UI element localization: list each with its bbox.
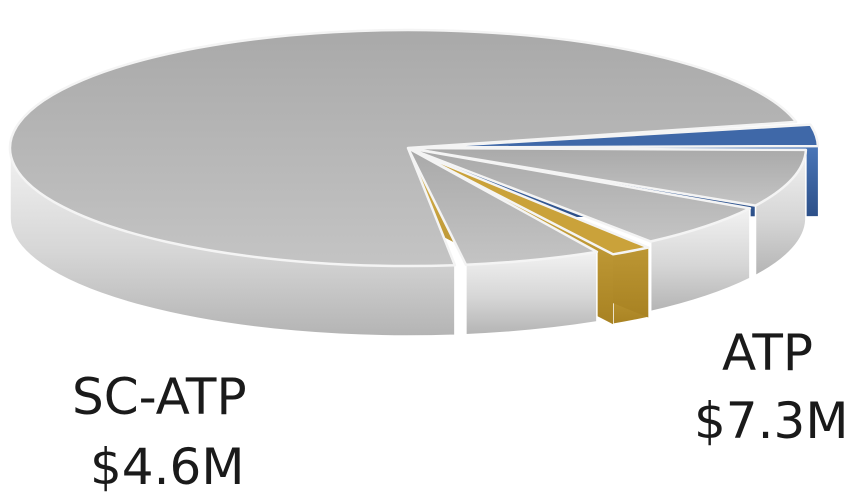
pie-slice-2 — [406, 146, 752, 243]
sc-atp-label: SC-ATP — [72, 368, 247, 426]
pie-slice-3-sc-atp — [413, 150, 650, 256]
sc-atp-value: $4.6M — [90, 438, 245, 496]
atp-label: ATP — [722, 324, 814, 382]
pie-slice-0-atp — [418, 123, 820, 149]
pie-top-faces — [8, 28, 820, 268]
atp-value: $7.3M — [694, 392, 849, 450]
pie-slice-4 — [406, 146, 599, 266]
pie-slice-1 — [406, 146, 808, 207]
pie-slice-5 — [8, 28, 798, 268]
